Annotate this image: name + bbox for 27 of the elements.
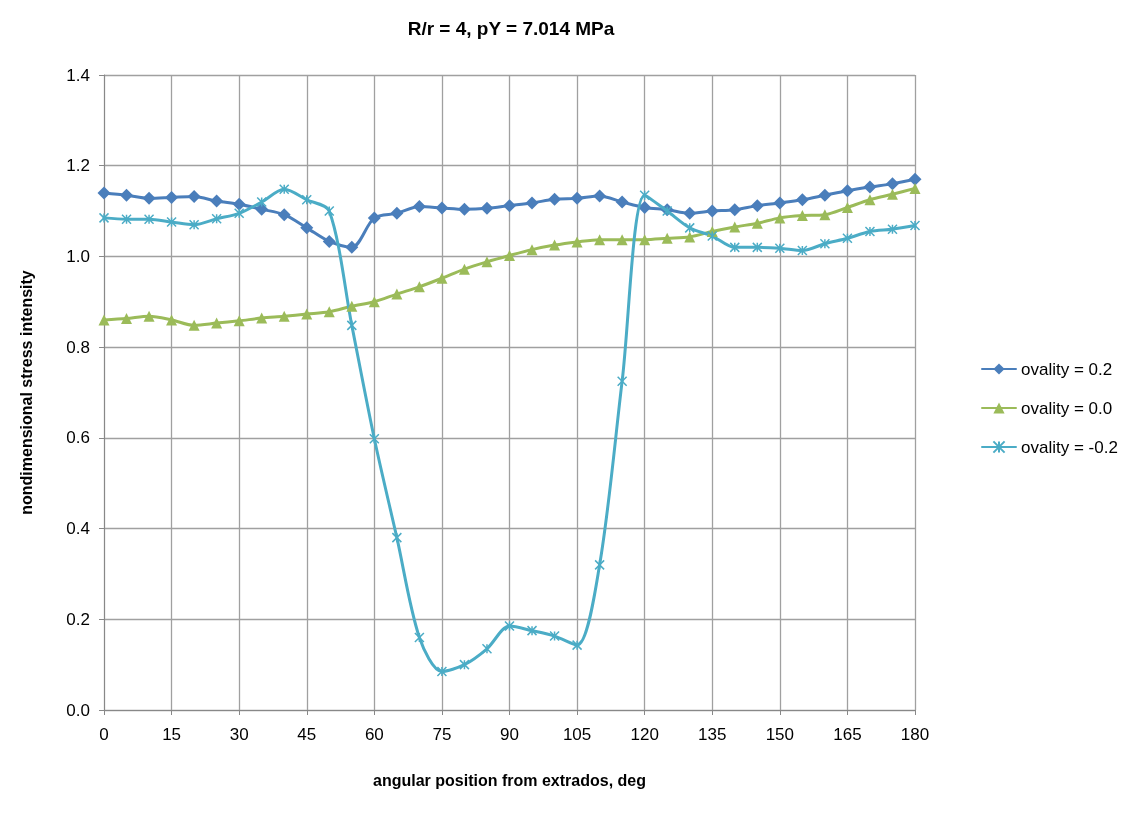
y-tick-label: 1.2	[66, 156, 90, 176]
x-tick-label: 90	[500, 725, 519, 744]
x-tick-label: 105	[562, 725, 592, 744]
y-tick-label: 1.4	[66, 65, 90, 85]
x-tick-label: 0	[99, 725, 109, 744]
x-tick-label: 150	[765, 725, 795, 744]
legend-label: ovality = -0.2	[1021, 437, 1118, 457]
legend-label: ovality = 0.2	[1021, 359, 1113, 379]
legend-label: ovality = 0.0	[1021, 398, 1113, 418]
x-tick-label: 30	[229, 725, 249, 744]
y-tick-label: 0.6	[66, 428, 90, 448]
x-tick-label: 15	[162, 725, 182, 744]
x-tick-label: 120	[630, 725, 659, 744]
x-tick-label: 60	[364, 725, 384, 744]
y-tick-label: 0.8	[66, 337, 90, 357]
y-tick-label: 0.2	[66, 609, 90, 629]
y-tick-label: 1.0	[66, 246, 90, 266]
x-tick-label: 75	[432, 725, 452, 744]
x-tick-label: 180	[900, 725, 930, 744]
y-tick-label: 0.0	[66, 700, 90, 720]
y-tick-label: 0.4	[66, 519, 90, 539]
chart-title: R/r = 4, pY = 7.014 MPa	[407, 18, 615, 39]
x-axis-title: angular position from extrados, deg	[373, 771, 646, 789]
x-tick-label: 165	[833, 725, 862, 744]
x-tick-label: 135	[698, 725, 727, 744]
y-axis-title: nondimensional stress intensity	[17, 270, 35, 515]
x-tick-label: 45	[297, 725, 317, 744]
